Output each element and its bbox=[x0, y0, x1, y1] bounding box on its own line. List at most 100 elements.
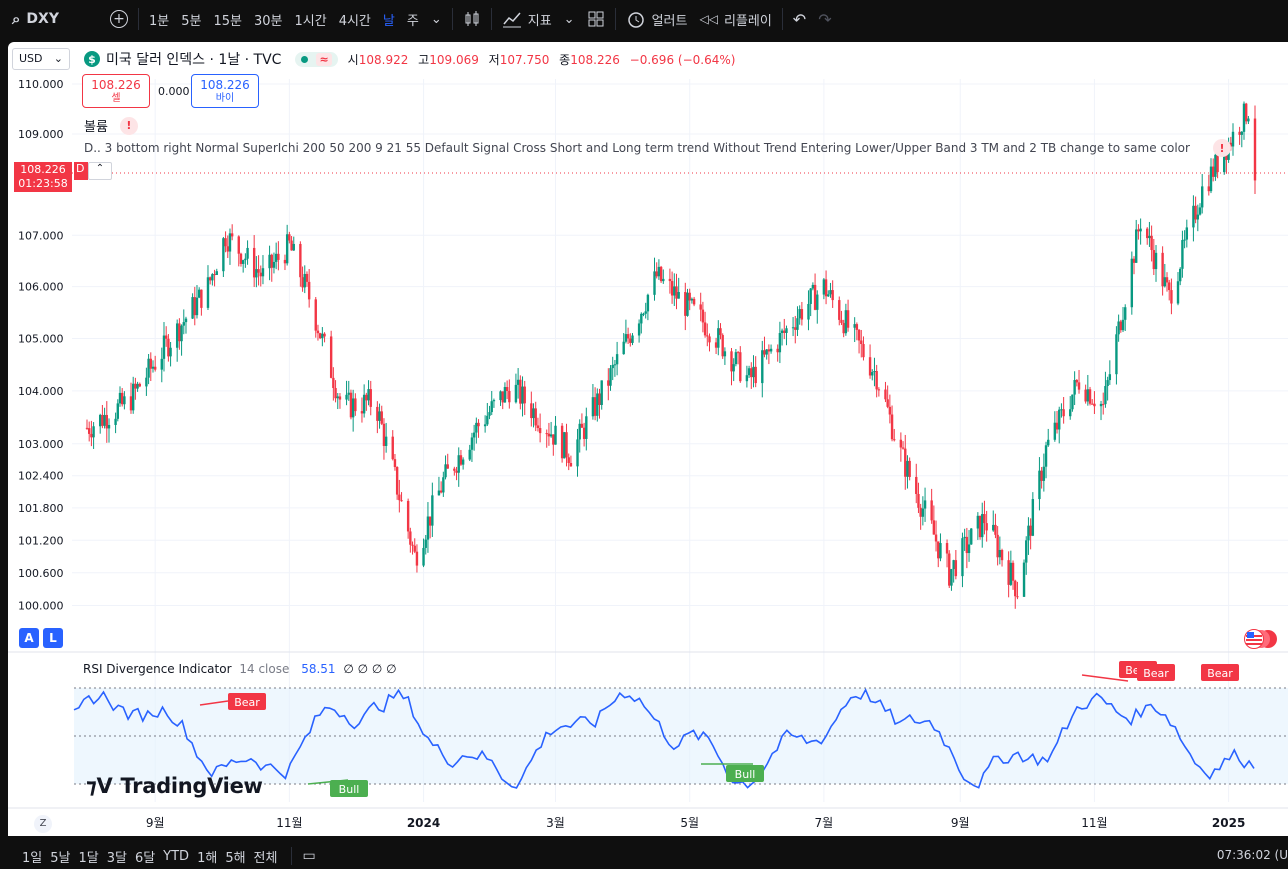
indicators-dropdown[interactable]: ⌄ bbox=[558, 0, 581, 38]
candle-body bbox=[103, 414, 106, 426]
replay-button[interactable]: ◁◁ 리플레이 bbox=[693, 0, 777, 38]
range-1y[interactable]: 1해 bbox=[197, 850, 218, 866]
volume-legend[interactable]: 볼륨 ! bbox=[84, 116, 138, 135]
candle-body bbox=[1038, 470, 1041, 500]
candle-body bbox=[1040, 470, 1043, 481]
interval-dropdown[interactable]: ⌄ bbox=[425, 0, 448, 38]
auto-scale-button[interactable]: A bbox=[19, 628, 39, 648]
candle-body bbox=[545, 433, 548, 435]
price-tick-label: 100.600 bbox=[18, 567, 64, 580]
candle-body bbox=[1223, 154, 1226, 173]
candle-body bbox=[1055, 422, 1059, 430]
layouts-button[interactable] bbox=[581, 0, 611, 38]
interval-30m[interactable]: 30분 bbox=[248, 0, 289, 38]
divergence-badge bbox=[726, 765, 764, 782]
candle-body bbox=[778, 333, 782, 353]
candle-body bbox=[85, 427, 89, 429]
candle-body bbox=[703, 322, 707, 336]
range-1d[interactable]: 1일 bbox=[22, 850, 43, 866]
range-ytd[interactable]: YTD bbox=[163, 848, 190, 864]
candle-body bbox=[1201, 186, 1204, 208]
warning-icon[interactable]: ! bbox=[1213, 139, 1231, 157]
candle-body bbox=[1060, 409, 1063, 411]
chart-canvas[interactable]: 110.000 109.000 107.000 106.000 105.000 104.0… bbox=[8, 42, 1288, 836]
interval-5m[interactable]: 5분 bbox=[175, 0, 207, 38]
chart-panel[interactable]: 110.000 109.000 107.000 106.000 105.000 104.0… bbox=[8, 42, 1288, 836]
divergence-badge bbox=[228, 693, 266, 710]
time-axis: 9월 11월 2024 3월 5월 7월 9월 11월 2025 bbox=[146, 816, 1245, 830]
interval-1d[interactable]: 날 bbox=[377, 0, 401, 38]
candle-body bbox=[844, 310, 848, 334]
interval-1m[interactable]: 1분 bbox=[143, 0, 175, 38]
candle-body bbox=[301, 277, 304, 288]
divergence-badge bbox=[330, 780, 368, 797]
buy-button[interactable]: 108.226 바이 bbox=[191, 74, 259, 108]
currency-select[interactable]: USD ⌄ bbox=[12, 48, 70, 70]
candle-body bbox=[246, 247, 249, 259]
range-5d[interactable]: 5날 bbox=[50, 850, 71, 866]
sell-button[interactable]: 108.226 셀 bbox=[82, 74, 150, 108]
zoom-button[interactable]: Z bbox=[34, 815, 52, 833]
rsi-legend[interactable]: RSI Divergence Indicator 14 close 58.51 … bbox=[83, 662, 397, 676]
candle-body bbox=[954, 560, 958, 577]
candle-body bbox=[145, 377, 148, 387]
interval-1h[interactable]: 1시간 bbox=[289, 0, 333, 38]
candle-body bbox=[268, 254, 271, 269]
candle-body bbox=[549, 434, 553, 437]
redo-button[interactable]: ↷ bbox=[812, 0, 837, 38]
candle-body bbox=[717, 328, 720, 348]
candle-body bbox=[1229, 142, 1233, 147]
candle-body bbox=[961, 538, 964, 577]
range-all[interactable]: 전체 bbox=[253, 850, 278, 866]
candle-body bbox=[552, 434, 555, 445]
symbol-search[interactable]: ⌕ DXY bbox=[0, 0, 104, 38]
candle-body bbox=[1132, 258, 1136, 263]
alert-button[interactable]: 얼러트 bbox=[620, 0, 694, 38]
log-scale-button[interactable]: L bbox=[43, 628, 63, 648]
candle-body bbox=[965, 536, 969, 554]
candle-body bbox=[1176, 281, 1180, 304]
interval-4h[interactable]: 4시간 bbox=[333, 0, 377, 38]
chart-type-button[interactable] bbox=[457, 0, 487, 38]
us-flag-icon[interactable] bbox=[1243, 628, 1279, 650]
add-symbol-button[interactable]: + bbox=[104, 0, 134, 38]
market-status[interactable]: ≈ bbox=[295, 51, 338, 67]
candle-body bbox=[873, 371, 876, 373]
undo-button[interactable]: ↶ bbox=[787, 0, 812, 38]
time-tick-label: 7월 bbox=[815, 816, 834, 830]
interval-1w[interactable]: 주 bbox=[401, 0, 425, 38]
warning-icon[interactable]: ! bbox=[119, 116, 138, 135]
candle-body bbox=[563, 432, 566, 459]
candle-body bbox=[1194, 205, 1197, 220]
collapse-legend-button[interactable]: ⌃ bbox=[88, 162, 112, 180]
instrument-title[interactable]: 미국 달러 인덱스 · 1날 · TVC bbox=[106, 52, 282, 68]
candle-body bbox=[175, 323, 179, 348]
tradingview-logo[interactable]: ⁊V TradingView bbox=[86, 774, 263, 798]
candle-body bbox=[378, 411, 381, 421]
candle-body bbox=[677, 292, 680, 299]
candle-body bbox=[180, 325, 183, 342]
candle-body bbox=[813, 284, 817, 310]
range-1m[interactable]: 1달 bbox=[78, 850, 99, 866]
candle-body bbox=[593, 397, 597, 416]
range-6m[interactable]: 6달 bbox=[134, 850, 156, 866]
clock[interactable]: 07:36:02 (U bbox=[1216, 848, 1288, 862]
date-range-icon[interactable]: ▭ bbox=[302, 848, 316, 864]
indicators-button[interactable]: 지표 bbox=[496, 0, 558, 38]
candle-body bbox=[382, 423, 386, 446]
candle-body bbox=[1088, 389, 1092, 404]
candle-body bbox=[721, 335, 724, 357]
range-3m[interactable]: 3달 bbox=[106, 850, 127, 866]
high-label: 고 bbox=[418, 52, 430, 67]
candle-body bbox=[1192, 205, 1195, 228]
interval-label: 1분 bbox=[149, 13, 170, 29]
candle-body bbox=[976, 515, 980, 529]
candle-body bbox=[659, 266, 663, 282]
candle-body bbox=[807, 303, 810, 320]
interval-15m[interactable]: 15분 bbox=[207, 0, 248, 38]
range-5y[interactable]: 5해 bbox=[225, 850, 246, 866]
candle-body bbox=[1247, 118, 1250, 122]
candle-body bbox=[195, 297, 199, 316]
superichi-legend[interactable]: D.. 3 bottom right Normal SuperIchi 200 … bbox=[84, 141, 1194, 155]
rsi-extra-values: ∅ ∅ ∅ ∅ bbox=[343, 662, 397, 676]
